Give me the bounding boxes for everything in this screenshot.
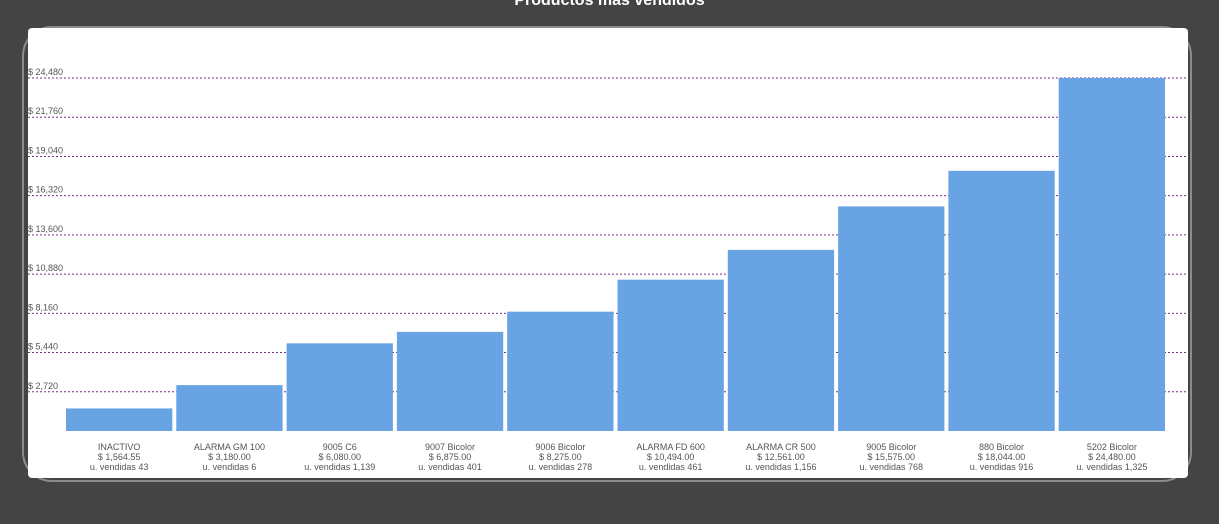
x-value-label: $ 6,080.00 [318,452,361,462]
x-category-label: ALARMA FD 600 [636,442,705,452]
bar[interactable] [507,311,614,431]
y-tick-label: $ 10,880 [28,263,63,273]
bar[interactable] [396,331,504,431]
x-value-label: $ 1,564.55 [98,452,141,462]
y-axis-ticks: $ 2,720 $ 5,440 $ 8,160 $ 10,880 $ 13,600 $ 1… [28,67,63,391]
y-tick-label: $ 19,040 [28,145,63,155]
x-value-label: $ 12,561.00 [757,452,805,462]
x-value-label: $ 3,180.00 [208,452,251,462]
x-units-label: u. vendidas 278 [529,462,593,472]
bar[interactable] [727,249,835,431]
x-units-label: u. vendidas 6 [203,462,257,472]
x-category-label: 9007 Bicolor [425,442,475,452]
y-tick-label: $ 5,440 [28,342,58,352]
chart-frame [22,26,1192,482]
x-value-label: $ 24,480.00 [1088,452,1136,462]
x-value-label: $ 6,875.00 [429,452,472,462]
bar[interactable] [66,408,173,431]
bar[interactable] [1058,78,1165,431]
bar[interactable] [617,279,724,431]
x-units-label: u. vendidas 43 [90,462,149,472]
x-value-label: $ 10,494.00 [647,452,695,462]
x-units-label: u. vendidas 461 [639,462,703,472]
bars [66,78,1165,431]
x-units-label: u. vendidas 1,139 [304,462,375,472]
x-category-label: 9005 C6 [323,442,357,452]
x-axis-labels: INACTIVO$ 1,564.55u. vendidas 43 ALARMA G… [90,442,1148,472]
x-category-label: ALARMA GM 100 [194,442,265,452]
bar-chart: $ 2,720 $ 5,440 $ 8,160 $ 10,880 $ 13,600 $ 1… [28,67,1188,472]
x-category-label: INACTIVO [98,442,141,452]
y-tick-label: $ 13,600 [28,224,63,234]
x-category-label: 9005 Bicolor [866,442,916,452]
y-tick-label: $ 24,480 [28,67,63,77]
x-units-label: u. vendidas 1,325 [1076,462,1147,472]
x-category-label: 880 Bicolor [979,442,1024,452]
x-units-label: u. vendidas 401 [418,462,482,472]
bar[interactable] [838,206,945,431]
x-value-label: $ 8,275.00 [539,452,582,462]
x-units-label: u. vendidas 1,156 [745,462,816,472]
y-tick-label: $ 8,160 [28,302,58,312]
chart-panel: $ 2,720 $ 5,440 $ 8,160 $ 10,880 $ 13,600 $ 1… [28,28,1188,478]
x-category-label: ALARMA CR 500 [746,442,816,452]
y-tick-label: $ 2,720 [28,381,58,391]
chart-title: Productos más vendidos [514,0,705,9]
bar[interactable] [948,170,1055,431]
x-value-label: $ 18,044.00 [978,452,1026,462]
x-category-label: 5202 Bicolor [1087,442,1137,452]
y-tick-label: $ 16,320 [28,185,63,195]
bar[interactable] [286,343,393,431]
x-value-label: $ 15,575.00 [867,452,915,462]
x-units-label: u. vendidas 916 [970,462,1034,472]
y-tick-label: $ 21,760 [28,106,63,116]
x-units-label: u. vendidas 768 [859,462,923,472]
x-category-label: 9006 Bicolor [535,442,585,452]
bar[interactable] [176,385,283,431]
